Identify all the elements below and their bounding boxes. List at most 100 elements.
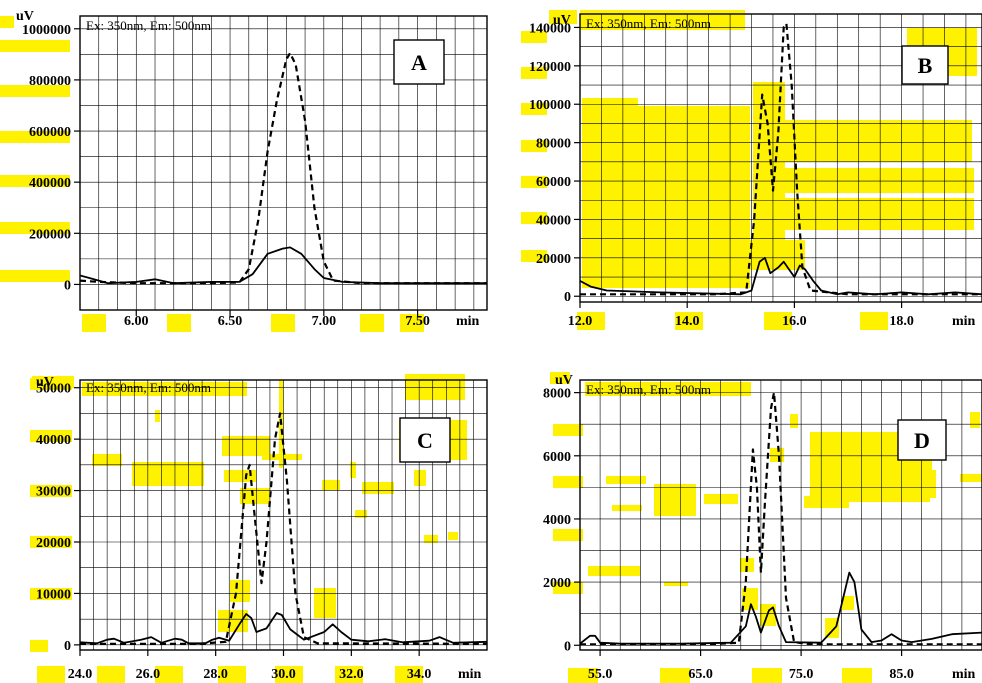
y-axis-title: uV (16, 9, 34, 24)
x-axis-title: min (952, 314, 976, 329)
highlight-mark (752, 668, 782, 683)
panel-label: A (411, 50, 427, 75)
chart-panel-a: 0 200000 400000 600000 800000 1000000 6.00 6.50… (0, 9, 488, 332)
highlight-mark (37, 666, 65, 683)
highlight-mark (742, 588, 758, 610)
x-tick-label: 16.0 (782, 314, 807, 329)
highlight-mark (218, 666, 246, 683)
x-tick-label: 32.0 (339, 667, 364, 682)
y-tick-label: 40000 (536, 213, 571, 228)
legend-text: Ex: 350nm, Em: 500nm (86, 18, 211, 33)
highlight-mark (553, 476, 583, 488)
x-tick-label: 28.0 (203, 667, 228, 682)
highlight-mark (400, 314, 424, 332)
highlight-mark (448, 532, 458, 540)
highlight-mark (825, 618, 839, 638)
highlight-mark (582, 98, 638, 288)
highlight-mark (588, 566, 640, 576)
highlight-mark (842, 596, 854, 610)
highlight-mark (414, 470, 426, 486)
highlight-mark (960, 474, 982, 482)
highlight-mark (553, 424, 583, 436)
highlight-mark (0, 222, 70, 234)
highlight-mark (660, 668, 690, 683)
highlight-mark (521, 140, 547, 152)
highlight-mark (740, 558, 754, 572)
y-tick-label: 1000000 (22, 23, 71, 38)
legend-text: Ex: 350nm, Em: 500nm (86, 380, 211, 395)
highlight-mark (395, 666, 423, 683)
highlight-mark (167, 314, 191, 332)
y-tick-label: 40000 (36, 433, 71, 448)
x-tick-label: 6.00 (124, 314, 149, 329)
y-tick-label: 8000 (543, 387, 571, 402)
highlight-mark (521, 67, 547, 79)
x-tick-label: 7.00 (312, 314, 337, 329)
highlight-mark (0, 16, 14, 28)
y-tick-label: 140000 (529, 21, 571, 36)
y-tick-label: 400000 (29, 176, 71, 191)
highlight-mark (577, 312, 605, 330)
panel-label-box (399, 417, 451, 463)
highlight-mark (664, 582, 688, 586)
highlight-mark (842, 668, 872, 683)
y-tick-label: 60000 (536, 175, 571, 190)
y-tick-label: 30000 (36, 485, 71, 500)
highlight-mark (521, 176, 547, 188)
highlight-mark (240, 488, 270, 504)
y-tick-label: 0 (564, 290, 571, 305)
highlight-mark (30, 430, 72, 442)
highlight-mark (0, 131, 70, 143)
y-tick-label: 20000 (36, 536, 71, 551)
series-line-solid (80, 246, 487, 285)
x-axis-title: min (456, 314, 480, 329)
x-tick-label: 18.0 (889, 314, 914, 329)
highlight-mark (314, 588, 336, 618)
plot-frame (579, 13, 982, 303)
highlight-mark (132, 462, 204, 486)
highlight-mark (970, 412, 980, 428)
panel-label-box (393, 39, 445, 85)
y-axis-title: uV (553, 13, 571, 28)
highlight-mark (782, 198, 974, 230)
highlight-mark (30, 378, 72, 390)
highlight-mark (896, 470, 936, 498)
x-tick-label: 30.0 (271, 667, 296, 682)
y-tick-label: 0 (64, 639, 71, 654)
highlight-mark (0, 270, 70, 282)
x-axis-title: min (952, 667, 976, 682)
highlight-mark (521, 250, 547, 262)
highlight-mark (654, 484, 696, 516)
highlight-mark (224, 470, 256, 482)
x-tick-label: 14.0 (675, 314, 700, 329)
highlight-mark (580, 10, 745, 30)
highlight-mark (790, 414, 798, 428)
highlight-mark (764, 312, 792, 330)
highlight-mark (335, 666, 363, 683)
x-tick-label: 55.0 (588, 667, 613, 682)
x-tick-label: 75.0 (789, 667, 814, 682)
y-tick-label: 200000 (29, 227, 71, 242)
highlight-mark (638, 106, 750, 288)
x-tick-label: 65.0 (688, 667, 713, 682)
highlight-mark (550, 372, 570, 384)
x-tick-label: 34.0 (407, 667, 432, 682)
y-tick-label: 80000 (536, 137, 571, 152)
highlight-mark (155, 410, 160, 422)
highlight-mark (30, 536, 72, 548)
y-tick-label: 50000 (36, 382, 71, 397)
highlight-mark (568, 668, 598, 683)
x-tick-label: 6.50 (218, 314, 243, 329)
highlight-mark (82, 382, 247, 396)
x-axis-title: min (458, 667, 482, 682)
x-tick-label: 26.0 (136, 667, 161, 682)
chart-panel-d: 0 2000 4000 6000 8000 55.0 65.0 75.0 85.0 uV min Ex… (543, 372, 982, 683)
x-tick-label: 85.0 (889, 667, 914, 682)
highlight-mark (521, 31, 547, 43)
highlight-mark (355, 510, 367, 518)
highlight-mark (97, 666, 125, 683)
y-tick-label: 0 (64, 278, 71, 293)
y-tick-label: 100000 (529, 98, 571, 113)
highlight-mark (322, 480, 340, 490)
panel-label: B (918, 53, 933, 78)
